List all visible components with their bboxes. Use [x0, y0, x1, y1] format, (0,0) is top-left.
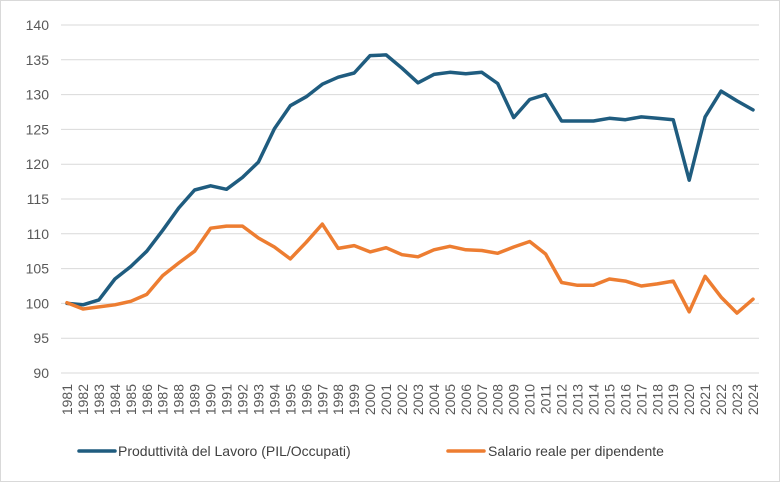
legend-item-2: Salario reale per dipendente — [446, 443, 664, 459]
series-lines — [65, 53, 755, 315]
x-tick-label: 1997 — [314, 384, 330, 415]
x-tick-label: 2013 — [570, 384, 586, 415]
x-tick-label: 2019 — [665, 384, 681, 415]
x-tick-label: 2021 — [697, 384, 713, 415]
y-tick-label: 90 — [33, 365, 49, 381]
x-tick-label: 2017 — [633, 384, 649, 415]
y-tick-label: 115 — [27, 191, 50, 207]
x-tick-label: 2008 — [490, 384, 506, 415]
x-tick-label: 2005 — [442, 384, 458, 415]
y-tick-label: 110 — [27, 226, 50, 242]
x-tick-label: 1982 — [75, 384, 91, 415]
x-tick-label: 2018 — [649, 384, 665, 415]
x-tick-label: 2004 — [426, 384, 442, 415]
x-tick-label: 2006 — [458, 384, 474, 415]
x-tick-label: 2003 — [410, 384, 426, 415]
x-tick-label: 1986 — [139, 384, 155, 415]
x-tick-label: 2009 — [506, 384, 522, 415]
x-axis-tick-labels: 1981 1982 1983 1984 1985 1986 1987 1988 1989 1990… — [59, 384, 761, 415]
legend-label: Salario reale per dipendente — [488, 443, 664, 459]
x-tick-label: 1983 — [91, 384, 107, 415]
x-tick-label: 1998 — [330, 384, 346, 415]
y-tick-label: 125 — [26, 121, 50, 137]
x-tick-label: 2024 — [745, 384, 761, 415]
x-tick-label: 2022 — [713, 384, 729, 415]
y-tick-label: 105 — [26, 261, 50, 277]
y-axis-tick-labels: 90 95 100 105 110 115 120 125 130 135 140 — [26, 17, 50, 381]
x-tick-label: 1989 — [187, 384, 203, 415]
x-tick-label: 2023 — [729, 384, 745, 415]
x-tick-label: 1999 — [346, 384, 362, 415]
x-tick-label: 2001 — [378, 384, 394, 415]
y-tick-label: 120 — [26, 156, 50, 172]
series-line-1 — [65, 53, 755, 307]
x-tick-label: 1985 — [123, 384, 139, 415]
x-tick-label: 2010 — [522, 384, 538, 415]
x-tick-label: 2002 — [394, 384, 410, 415]
x-tick-label: 1996 — [298, 384, 314, 415]
x-tick-label: 1994 — [266, 384, 282, 415]
x-tick-label: 1991 — [219, 384, 235, 415]
y-tick-label: 140 — [26, 17, 50, 33]
legend-item-1: Produttività del Lavoro (PIL/Occupati) — [77, 443, 351, 459]
x-tick-label: 1990 — [203, 384, 219, 415]
x-tick-label: 2014 — [585, 384, 601, 415]
x-tick-label: 2015 — [601, 384, 617, 415]
x-tick-label: 2000 — [362, 384, 378, 415]
x-tick-label: 1987 — [155, 384, 171, 415]
x-tick-label: 1988 — [171, 384, 187, 415]
x-tick-label: 2007 — [474, 384, 490, 415]
x-tick-label: 2012 — [554, 384, 570, 415]
y-tick-label: 135 — [26, 52, 50, 68]
gridlines — [61, 24, 759, 374]
series-line-2 — [65, 222, 755, 315]
x-tick-label: 1995 — [282, 384, 298, 415]
y-tick-label: 100 — [26, 295, 50, 311]
x-tick-label: 2016 — [617, 384, 633, 415]
x-tick-label: 1984 — [107, 384, 123, 415]
y-tick-label: 95 — [33, 330, 49, 346]
x-tick-label: 2011 — [538, 384, 554, 414]
x-tick-label: 1981 — [59, 384, 75, 415]
y-tick-label: 130 — [26, 87, 50, 103]
x-tick-label: 1992 — [234, 384, 250, 415]
legend-label: Produttività del Lavoro (PIL/Occupati) — [118, 443, 351, 459]
legend: Produttività del Lavoro (PIL/Occupati) Sa… — [77, 443, 664, 459]
x-tick-label: 1993 — [250, 384, 266, 415]
x-tick-label: 2020 — [681, 384, 697, 415]
